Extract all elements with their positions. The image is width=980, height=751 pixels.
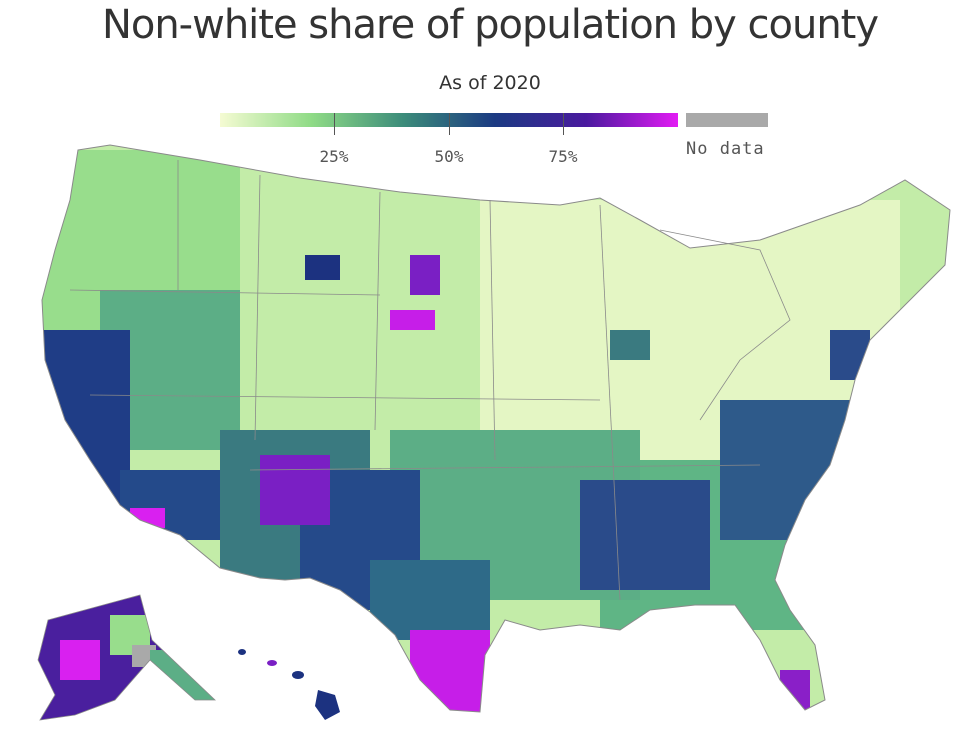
legend-tick-25 <box>334 113 335 135</box>
legend-label-75: 75% <box>548 147 578 166</box>
black-belt-fill <box>580 480 710 590</box>
dakota-reservation-fill <box>410 255 440 295</box>
hawaii-kauai <box>238 649 246 655</box>
hawaii <box>238 649 340 720</box>
montana-reservation-fill <box>305 255 340 280</box>
hawaii-big-island <box>315 690 340 720</box>
border-latitude-35 <box>249 464 761 471</box>
hawaii-oahu <box>267 660 277 666</box>
border-great-lakes <box>659 229 791 421</box>
border-mississippi <box>599 204 621 601</box>
border-plains <box>374 191 381 431</box>
atlantic-coast-fill <box>720 400 850 540</box>
legend-label-25: 25% <box>319 147 349 166</box>
state-borders <box>69 160 791 601</box>
border-latitude-42 <box>69 289 381 296</box>
us-county-map <box>37 144 951 721</box>
no-data-label: No data <box>686 139 765 159</box>
southern-california-fill <box>120 470 230 540</box>
alaska <box>38 595 215 720</box>
map-subtitle: As of 2020 <box>439 72 541 94</box>
alaska-west-fill <box>60 640 100 680</box>
navajo-fill <box>260 455 330 525</box>
map-title: Non-white share of population by county <box>101 2 879 48</box>
chicago-fill <box>610 330 650 360</box>
legend-label-50: 50% <box>434 147 464 166</box>
border-mountain <box>254 174 261 441</box>
texas-gulf-fill <box>370 560 490 640</box>
border-latitude-37 <box>89 394 601 401</box>
us-outline <box>41 144 951 713</box>
contiguous-us <box>42 145 950 712</box>
miami-fill <box>780 670 810 710</box>
border-central <box>489 199 496 461</box>
hawaii-maui <box>292 671 304 679</box>
legend-tick-75 <box>563 113 564 135</box>
alaska-outline <box>37 594 216 721</box>
rio-grande-fill <box>410 630 490 712</box>
legend-tick-50 <box>449 113 450 135</box>
imperial-fill <box>130 508 165 528</box>
alaska-panhandle-fill <box>150 650 215 710</box>
sd-reservation-fill <box>390 310 435 330</box>
no-data-swatch <box>686 113 768 127</box>
color-legend: 25% 50% 75% No data <box>220 113 780 166</box>
